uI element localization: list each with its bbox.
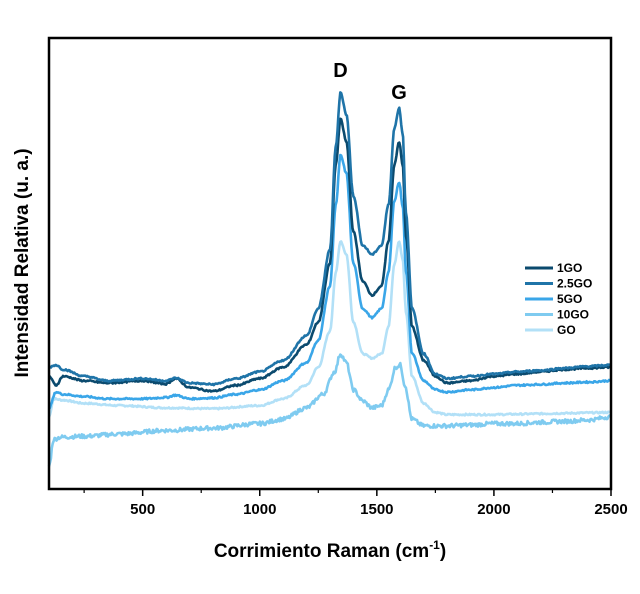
legend-item-5go: 5GO	[525, 292, 582, 306]
legend-item-1go: 1GO	[525, 261, 582, 275]
x-tick-label: 2000	[477, 501, 510, 518]
legend-item-2-5go: 2.5GO	[525, 277, 592, 291]
peak-annotations: DG	[333, 60, 407, 104]
x-axis-ticks: 500 1000 1500 2000 2500	[83, 489, 628, 518]
peak-label-g: G	[391, 82, 407, 104]
plot-frame	[47, 36, 613, 491]
x-tick-label: 2500	[594, 501, 627, 518]
series-line-go	[47, 240, 612, 418]
series-line-10go	[47, 353, 612, 467]
legend-label: 2.5GO	[557, 277, 592, 291]
legend-item-10go: 10GO	[525, 308, 589, 322]
legend-item-go: GO	[525, 323, 576, 337]
y-axis-title: Intensidad Relativa (u. a.)	[12, 148, 33, 377]
series-line-5go	[48, 153, 612, 410]
x-tick-label: 1000	[243, 501, 276, 518]
series-line-2-5go	[48, 91, 612, 387]
legend-label: 1GO	[557, 261, 582, 275]
x-tick-label: 500	[130, 501, 155, 518]
legend-label: 10GO	[557, 308, 589, 322]
legend-label: GO	[557, 323, 576, 337]
x-tick-label: 1500	[360, 501, 393, 518]
series-line-1go	[48, 117, 612, 393]
legend-label: 5GO	[557, 292, 582, 306]
x-axis-title: Corrimiento Raman (cm-1)	[214, 538, 446, 562]
series-layer	[47, 91, 612, 467]
peak-label-d: D	[333, 60, 347, 82]
